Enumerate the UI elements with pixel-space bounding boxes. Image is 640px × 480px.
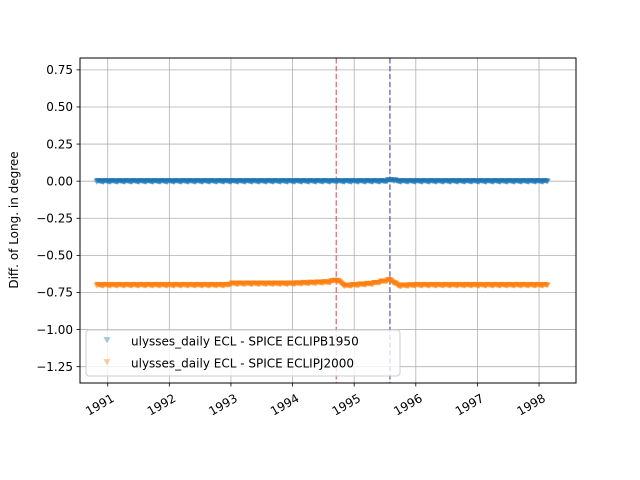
y-axis: 0.75 0.50 0.25 0.00 −0.25 −0.50 −0.75 −1.00 −1.2… bbox=[36, 63, 80, 374]
series-1-markers bbox=[93, 177, 551, 185]
data-point bbox=[544, 282, 551, 289]
reference-lines bbox=[335, 58, 391, 383]
y-tick-label: −0.25 bbox=[36, 211, 73, 225]
y-axis-label: Diff. of Long. in degree bbox=[7, 151, 21, 288]
y-tick-label: 0.25 bbox=[46, 137, 73, 151]
legend-entry-label: ulysses_daily ECL - SPICE ECLIPJ2000 bbox=[131, 357, 354, 371]
y-tick-label: −1.00 bbox=[36, 323, 73, 337]
series-2-markers bbox=[93, 277, 551, 290]
y-tick-label: −0.50 bbox=[36, 249, 73, 263]
grid bbox=[80, 58, 576, 383]
legend-box bbox=[85, 329, 401, 377]
axes-frame bbox=[79, 57, 577, 384]
legend-entry-label: ulysses_daily ECL - SPICE ECLIPB1950 bbox=[131, 335, 359, 349]
legend: ulysses_daily ECL - SPICE ECLIPB1950 ulys… bbox=[85, 329, 401, 377]
y-tick-label: −1.25 bbox=[36, 360, 73, 374]
legend-marker bbox=[103, 337, 111, 344]
y-tick-label: −0.75 bbox=[36, 286, 73, 300]
y-tick-label: 0.75 bbox=[46, 63, 73, 77]
y-tick-label: 0.00 bbox=[46, 174, 73, 188]
y-tick-label: 0.50 bbox=[46, 100, 73, 114]
legend-marker bbox=[103, 359, 111, 366]
plot-area bbox=[93, 177, 551, 290]
data-point bbox=[544, 178, 551, 185]
